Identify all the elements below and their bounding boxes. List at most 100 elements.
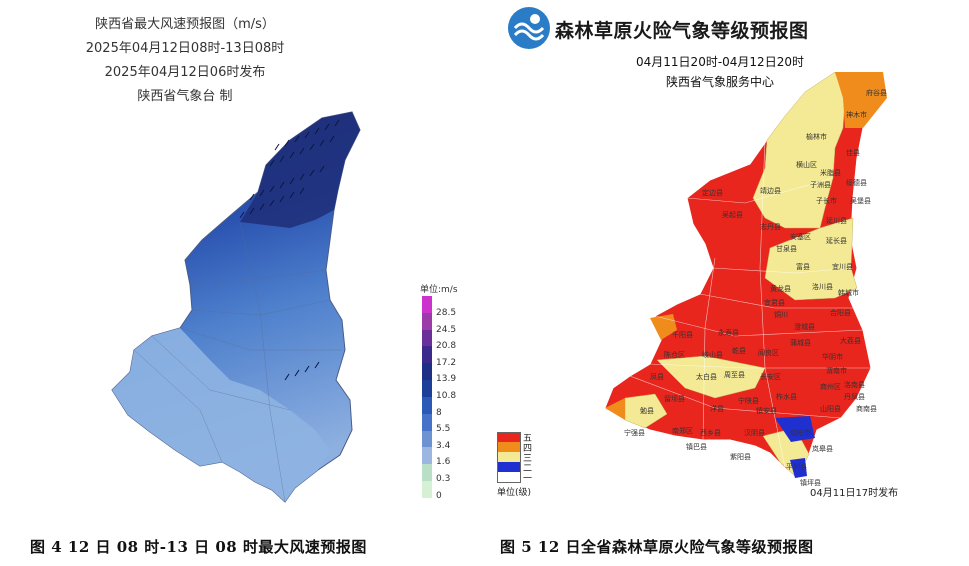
fire-level-swatch (497, 442, 521, 452)
wind-legend-tick: 1.6 (436, 457, 451, 468)
county-label: 长安区 (760, 373, 781, 381)
wind-legend-unit: 单位:m/s (420, 285, 458, 295)
wind-map-issue-time: 2025年04月12日06时发布 (104, 65, 266, 80)
wind-legend-swatch (422, 481, 432, 498)
weather-logo-icon (508, 7, 550, 49)
weather-service-logo (507, 6, 551, 50)
county-label: 安塞区 (790, 233, 811, 241)
county-label: 商州区 (820, 383, 841, 391)
wind-speed-map (111, 111, 361, 503)
wind-legend-swatch (422, 312, 432, 330)
fire-map-issuer: 陕西省气象服务中心 (665, 75, 774, 89)
county-label: 延川县 (826, 217, 847, 225)
wind-legend-swatch (422, 329, 432, 347)
fire-county-boundaries (629, 139, 871, 469)
wind-legend-tick: 8 (436, 407, 442, 418)
wind-map-title: 陕西省最大风速预报图（m/s） (95, 17, 275, 32)
county-label: 子长市 (816, 197, 837, 205)
county-label: 府谷县 (866, 89, 887, 97)
wind-legend-swatch (422, 346, 432, 364)
fire-level-row: 二 (497, 462, 541, 474)
county-label: 洛南县 (844, 381, 865, 389)
wind-legend-swatch (422, 413, 432, 431)
county-label: 洋县 (710, 405, 724, 413)
county-label: 平利县 (786, 463, 807, 471)
fire-level-swatch (497, 431, 521, 443)
fire-level-row: 一 (497, 471, 541, 484)
county-label: 乾县 (732, 347, 746, 355)
fire-level-row: 三 (497, 452, 541, 464)
county-label: 神木市 (846, 111, 867, 119)
wind-legend-tick: 5.5 (436, 424, 451, 435)
county-label: 蒲城县 (790, 339, 811, 347)
county-label: 周至县 (724, 371, 745, 379)
county-label: 留坝县 (664, 395, 685, 403)
county-label: 千阳县 (672, 331, 693, 339)
wind-barbs (239, 119, 340, 381)
county-label: 富县 (796, 263, 810, 271)
county-label: 定边县 (702, 189, 723, 197)
wind-legend-swatch (422, 396, 432, 414)
county-label: 凤县 (650, 373, 664, 381)
county-label: 岚皋县 (812, 445, 833, 453)
county-label: 澄城县 (794, 323, 815, 331)
county-label: 紫阳县 (730, 453, 751, 461)
county-label: 大荔县 (840, 337, 861, 345)
county-label: 山阳县 (820, 405, 841, 413)
county-label: 佳县 (846, 149, 860, 157)
figure-4-caption: 图 4 12 日 08 时-13 日 08 时最大风速预报图 (30, 538, 367, 556)
county-label: 榆林市 (806, 133, 827, 141)
fire-level-swatch (497, 462, 521, 472)
county-label: 甘泉县 (776, 245, 797, 253)
county-label: 华阴市 (822, 353, 843, 361)
county-label: 横山区 (796, 161, 817, 169)
county-label: 宁陕县 (738, 397, 759, 405)
county-label: 旬阳市 (790, 429, 811, 437)
county-label: 镇坪县 (800, 479, 821, 487)
county-label: 勉县 (640, 407, 654, 415)
fire-danger-map (604, 71, 888, 479)
county-label: 绥德县 (846, 179, 867, 187)
wind-legend-tick: 13.9 (436, 374, 457, 385)
wind-legend-tick: 28.5 (436, 308, 457, 318)
county-label: 洛川县 (812, 283, 833, 291)
wind-light-south-zone (112, 328, 330, 502)
county-label: 阎良区 (758, 349, 779, 357)
fire-map-title: 森林草原火险气象等级预报图 (555, 20, 809, 42)
county-label: 永寿县 (718, 329, 739, 337)
county-label: 岐山县 (702, 351, 723, 359)
wind-legend-tick: 10.8 (436, 391, 457, 401)
wind-legend-swatch (422, 464, 432, 482)
county-label: 渭南市 (826, 367, 847, 375)
county-label: 镇巴县 (686, 443, 707, 451)
fire-level-label: 一 (523, 473, 533, 484)
county-label: 志丹县 (760, 223, 781, 231)
wind-legend-tick: 17.2 (436, 357, 457, 368)
fire-level-legend: 五四三二一单位(级) (497, 431, 541, 498)
county-label: 吴堡县 (850, 197, 871, 205)
county-label: 黄龙县 (770, 285, 791, 293)
county-label: 太白县 (696, 373, 717, 381)
county-label: 延长县 (826, 237, 847, 245)
wind-legend-swatch (422, 430, 432, 448)
county-label: 宜川县 (832, 263, 853, 271)
fire-level-row: 五 (497, 431, 541, 444)
fire-level2-zone-b (790, 458, 807, 478)
fire-level3-center (656, 355, 766, 399)
wind-legend-swatch (422, 380, 432, 397)
wind-map-producer: 陕西省气象台 制 (137, 89, 233, 104)
county-label: 陈仓区 (664, 351, 685, 359)
county-label: 宁强县 (624, 429, 645, 437)
county-label: 韩城市 (838, 289, 859, 297)
county-label: 镇安县 (756, 407, 777, 415)
county-label: 子洲县 (810, 181, 831, 189)
county-label: 宜君县 (764, 299, 785, 307)
wind-legend-tick: 0 (436, 490, 442, 501)
fire-level-label: 五 (523, 433, 533, 444)
fire-level-swatch (497, 452, 521, 462)
wind-legend-tick: 3.4 (436, 440, 451, 451)
county-label: 西乡县 (700, 429, 721, 437)
fire-level2-zone-a (775, 416, 815, 442)
county-label: 柞水县 (776, 393, 797, 401)
wind-legend-tick: 0.3 (436, 474, 451, 484)
